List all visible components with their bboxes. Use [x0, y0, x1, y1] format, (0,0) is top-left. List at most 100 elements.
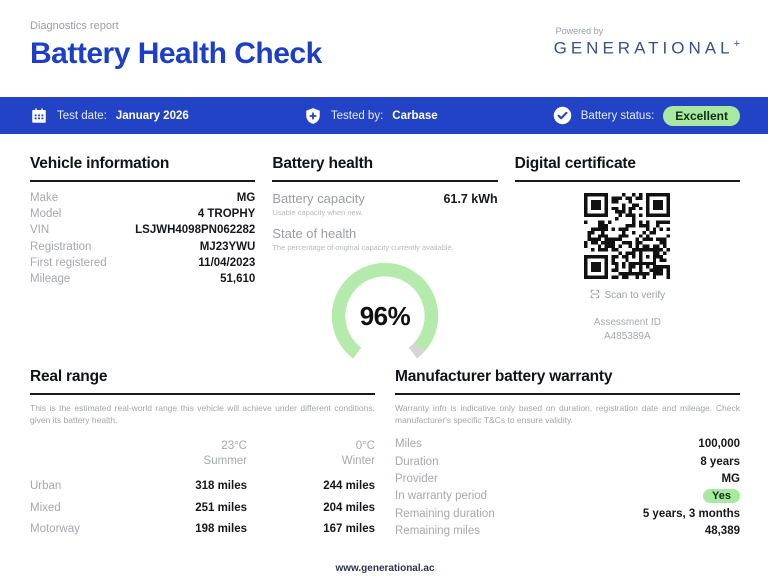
summary-bar: Test date: January 2026 Tested by: Carba…: [0, 97, 768, 134]
scan-to-verify-label: Scan to verify: [604, 290, 666, 301]
assessment-id-label: Assessment ID: [593, 317, 661, 328]
table-row: First registered 11/04/2023: [30, 255, 255, 271]
table-row: Remaining duration 5 years, 3 months: [395, 505, 740, 522]
battery-health-title: Battery health: [272, 155, 498, 182]
table-row: Model 4 TROPHY: [30, 206, 255, 222]
report-eyebrow: Diagnostics report: [30, 20, 119, 32]
state-of-health-percent: 96%: [359, 300, 411, 331]
table-corner: [30, 439, 127, 476]
table-row: Registration MJ23YWU: [30, 239, 255, 255]
brand-logo: Powered by GENERATIONAL+: [554, 20, 740, 59]
row-value-winter: 244 miles: [323, 480, 375, 493]
battery-health-section: Battery health Battery capacity 61.7 kWh…: [272, 155, 498, 374]
row-label: Remaining duration: [395, 507, 495, 520]
row-value-summer: 251 miles: [195, 501, 247, 514]
real-range-section: Real range This is the estimated real-wo…: [30, 368, 375, 540]
row-label: Registration: [30, 240, 92, 253]
state-of-health-label: State of health: [272, 226, 357, 241]
check-circle-icon: [553, 106, 572, 125]
table-row: Mileage 51,610: [30, 271, 255, 287]
title-block: Diagnostics report Battery Health Check: [30, 20, 322, 71]
battery-status-badge: Excellent: [663, 105, 740, 126]
warranty-description: Warranty info is indicative only based o…: [395, 403, 740, 425]
row-value-summer: 198 miles: [195, 523, 247, 536]
powered-by-label: Powered by: [555, 26, 604, 36]
page-title: Battery Health Check: [30, 37, 322, 70]
table-row: Remaining miles 48,389: [395, 522, 740, 539]
battery-capacity-note: Usable capacity when new.: [272, 208, 363, 217]
test-date-value: January 2026: [115, 109, 189, 122]
qr-code: [584, 193, 671, 279]
gauge-arc: [331, 262, 439, 359]
test-date-group: Test date: January 2026: [30, 107, 189, 125]
battery-capacity-row: Battery capacity 61.7 kWh: [272, 191, 497, 206]
row-value: MG: [236, 192, 256, 205]
row-value: 48,389: [704, 524, 740, 537]
calendar-icon: [30, 107, 48, 125]
row-label: Mixed: [30, 501, 61, 514]
report-header: Diagnostics report Battery Health Check …: [0, 0, 768, 97]
report-footer: www.generational.ac This is a point-in-t…: [30, 563, 740, 576]
in-warranty-badge: Yes: [703, 489, 740, 504]
row-value: 51,610: [220, 273, 256, 286]
row-label: Make: [30, 192, 59, 205]
brand-wordmark: GENERATIONAL+: [553, 38, 740, 58]
real-range-title: Real range: [30, 368, 375, 395]
row-label: In warranty period: [395, 490, 488, 503]
row-label: VIN: [30, 224, 50, 237]
row-value: 4 TROPHY: [197, 208, 256, 221]
table-row: Make MG: [30, 190, 255, 206]
row-value: MJ23YWU: [199, 240, 256, 253]
scan-icon: [590, 289, 600, 302]
state-of-health-note: The percentage of original capacity curr…: [272, 243, 454, 252]
vehicle-information-title: Vehicle information: [30, 155, 256, 182]
report-body: Vehicle information Make MG Model 4 TROPHY…: [0, 155, 768, 576]
row-label: Duration: [395, 455, 439, 468]
real-range-description: This is the estimated real-world range t…: [30, 403, 375, 425]
row-label: Motorway: [30, 523, 80, 536]
row-value-summer: 318 miles: [195, 480, 247, 493]
vehicle-information-table: Make MG Model 4 TROPHY VIN LSJWH4098PN06228…: [30, 190, 255, 287]
row-value: MG: [721, 473, 740, 486]
warranty-section: Manufacturer battery warranty Warranty i…: [395, 368, 740, 540]
row-label: Model: [30, 208, 62, 221]
row-value: 5 years, 3 months: [642, 507, 740, 520]
shield-plus-icon: [304, 107, 322, 125]
state-of-health-row: State of health The percentage of origin…: [272, 226, 497, 252]
row-label: Miles: [395, 438, 422, 451]
table-row: In warranty period Yes: [395, 488, 740, 505]
row-value-winter: 204 miles: [323, 501, 375, 514]
summer-column-header: 23°C Summer: [203, 439, 247, 467]
digital-certificate-section: Digital certificate Scan to verify Asses…: [514, 155, 740, 374]
row-label: Provider: [395, 473, 438, 486]
scan-to-verify-row: Scan to verify: [515, 289, 740, 302]
row-label: Remaining miles: [395, 524, 481, 537]
assessment-id-value: A485389A: [603, 331, 651, 342]
warranty-table: Miles 100,000 Duration 8 years Provider MG …: [395, 436, 740, 540]
website-url: www.generational.ac: [335, 563, 435, 575]
battery-capacity-label: Battery capacity: [272, 191, 365, 206]
digital-certificate-title: Digital certificate: [514, 155, 740, 182]
table-row: VIN LSJWH4098PN062282: [30, 222, 255, 238]
row-value-winter: 167 miles: [323, 523, 375, 536]
brand-plus: +: [733, 38, 740, 50]
tested-by-label: Tested by:: [330, 109, 384, 122]
row-label: First registered: [30, 256, 107, 269]
row-value: 8 years: [700, 455, 740, 468]
battery-capacity-value: 61.7 kWh: [443, 192, 498, 206]
winter-column-header: 0°C Winter: [341, 439, 375, 467]
row-value: LSJWH4098PN062282: [135, 224, 256, 237]
vehicle-information-section: Vehicle information Make MG Model 4 TROPHY…: [30, 155, 256, 374]
battery-status-label: Battery status:: [580, 109, 655, 122]
table-row: Miles 100,000: [395, 436, 740, 453]
row-label: Urban: [30, 480, 62, 493]
warranty-title: Manufacturer battery warranty: [395, 368, 740, 395]
row-value: 11/04/2023: [198, 256, 256, 269]
state-of-health-gauge: 96%: [327, 258, 443, 374]
battery-status-group: Battery status: Excellent: [553, 105, 740, 126]
tested-by-value: Carbase: [392, 109, 438, 122]
tested-by-group: Tested by: Carbase: [304, 107, 438, 125]
table-row: Duration 8 years: [395, 453, 740, 470]
row-value: 100,000: [698, 438, 740, 451]
